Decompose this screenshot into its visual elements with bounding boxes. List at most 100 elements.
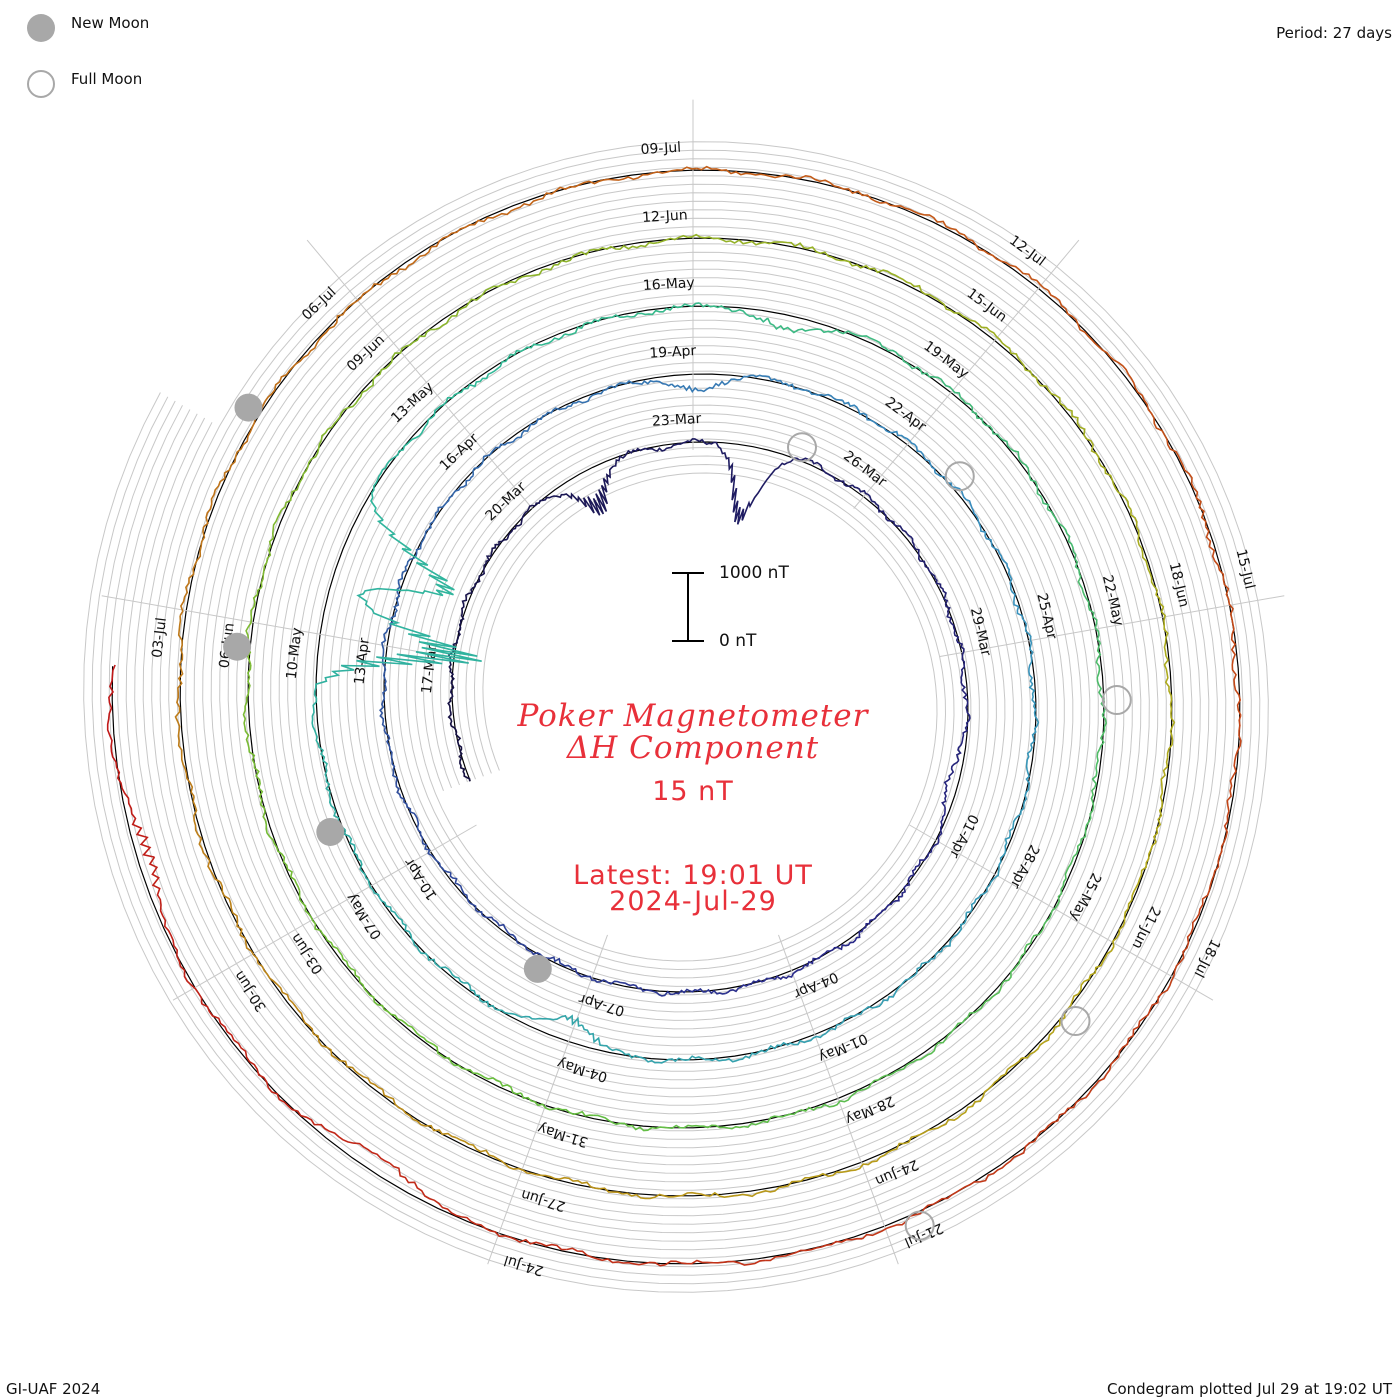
data-trace-segment [472, 438, 516, 476]
latest-date: 2024-Jul-29 [609, 886, 777, 917]
data-trace-segment [765, 1237, 863, 1262]
radial-spoke [487, 934, 608, 1265]
data-trace-segment [1031, 374, 1087, 440]
data-trace-segment [376, 519, 455, 597]
data-trace-segment [727, 374, 787, 385]
data-trace-segment [1164, 673, 1176, 758]
date-label: 27-Jun [519, 1186, 567, 1214]
data-trace-segment [738, 239, 821, 255]
data-trace-segment [613, 447, 656, 467]
data-trace-segment [1009, 447, 1050, 510]
data-trace-segment [518, 1014, 583, 1027]
data-trace-segment [960, 664, 969, 713]
full-moon-marker [944, 461, 975, 492]
date-label: 16-May [642, 275, 695, 294]
period-label: Period: 27 days [1276, 24, 1392, 42]
data-trace-segment [1047, 289, 1115, 361]
data-trace-segment [622, 982, 674, 997]
data-trace-segment [450, 1061, 522, 1095]
data-trace-segment [764, 1032, 827, 1053]
data-trace-segment [343, 829, 374, 891]
data-trace-segment [1006, 566, 1028, 625]
data-trace-segment [455, 1136, 537, 1176]
data-trace-segment [449, 872, 483, 916]
data-trace-segment [1047, 508, 1081, 574]
data-trace-segment [390, 564, 408, 619]
date-label: 09-Jun [344, 332, 388, 375]
data-trace-segment [281, 440, 323, 511]
data-trace-segment [106, 664, 117, 763]
data-trace-segment [698, 302, 769, 323]
grid-spiral [117, 175, 1235, 1259]
data-trace-segment [966, 861, 1002, 914]
scale-bar-top-label: 1000 nT [719, 563, 789, 583]
date-label: 23-Mar [652, 411, 702, 430]
data-trace-segment [390, 1013, 452, 1063]
data-trace-segment [506, 504, 536, 540]
date-label: 04-May [555, 1055, 609, 1085]
date-label: 12-Jun [642, 207, 688, 226]
date-label: 09-Jul [640, 140, 681, 158]
data-trace-segment [435, 283, 503, 331]
date-label: 18-Jul [1190, 936, 1223, 979]
data-trace-segment [520, 1092, 594, 1117]
grid-spiral [134, 192, 1218, 1242]
data-trace-segment [257, 962, 315, 1035]
full-moon-legend-icon [27, 70, 55, 98]
latest-value: 15 nT [652, 776, 734, 807]
radial-spoke [306, 239, 533, 509]
date-label: 07-Apr [577, 990, 627, 1019]
data-trace-segment [341, 954, 392, 1015]
data-trace-segment [671, 380, 729, 394]
data-trace-segment [176, 955, 235, 1041]
data-trace-segment [179, 526, 206, 617]
date-label: 22-May [1099, 574, 1126, 628]
data-trace-segment [831, 475, 873, 502]
latest-time: Latest: 19:01 UT [573, 860, 813, 891]
radial-spoke [939, 595, 1285, 658]
data-trace-segment [260, 509, 283, 588]
data-trace-segment [1155, 589, 1169, 674]
data-trace-segment [1152, 757, 1169, 843]
data-trace-segment [176, 615, 184, 708]
data-trace-segment [654, 438, 700, 452]
data-trace-segment [871, 500, 908, 535]
data-trace-segment [880, 961, 930, 1004]
footer-credit: GI-UAF 2024 [6, 1380, 101, 1398]
date-label: 18-Jun [1166, 561, 1192, 609]
data-trace-segment [502, 253, 578, 286]
new-moon-legend-label: New Moon [71, 14, 150, 32]
data-trace-segment [524, 945, 574, 970]
data-trace-segment [1022, 744, 1033, 806]
date-label: 24-Jul [502, 1252, 545, 1279]
new-moon-marker [234, 393, 263, 422]
grid-spiral [142, 200, 1210, 1234]
data-trace-segment [957, 1057, 1023, 1119]
data-trace-segment [928, 912, 968, 963]
new-moon-marker [316, 818, 345, 846]
new-moon-legend-icon [27, 14, 55, 42]
data-trace-segment [577, 241, 658, 256]
data-trace-segment [515, 179, 605, 210]
data-trace-segment [825, 1003, 883, 1035]
grid-spiral [108, 166, 1244, 1268]
data-trace-segment [300, 1114, 391, 1164]
data-trace-segment [696, 165, 791, 179]
data-trace-segment [898, 276, 971, 321]
data-trace-segment [431, 208, 516, 248]
data-trace-segment [379, 672, 388, 728]
radial-spoke [778, 934, 899, 1265]
data-trace-segment [931, 573, 952, 619]
data-trace-segment [514, 407, 563, 440]
data-trace-segment [115, 761, 155, 858]
data-trace-segment [928, 806, 946, 855]
data-trace-segment [790, 174, 881, 204]
data-trace-segment [891, 430, 936, 473]
radial-spoke [172, 824, 477, 1001]
data-trace-segment [622, 1191, 711, 1200]
date-label: 10-May [284, 627, 306, 680]
data-trace-segment [959, 396, 1011, 450]
data-trace-segment [481, 538, 508, 576]
data-trace-segment [581, 1024, 639, 1059]
